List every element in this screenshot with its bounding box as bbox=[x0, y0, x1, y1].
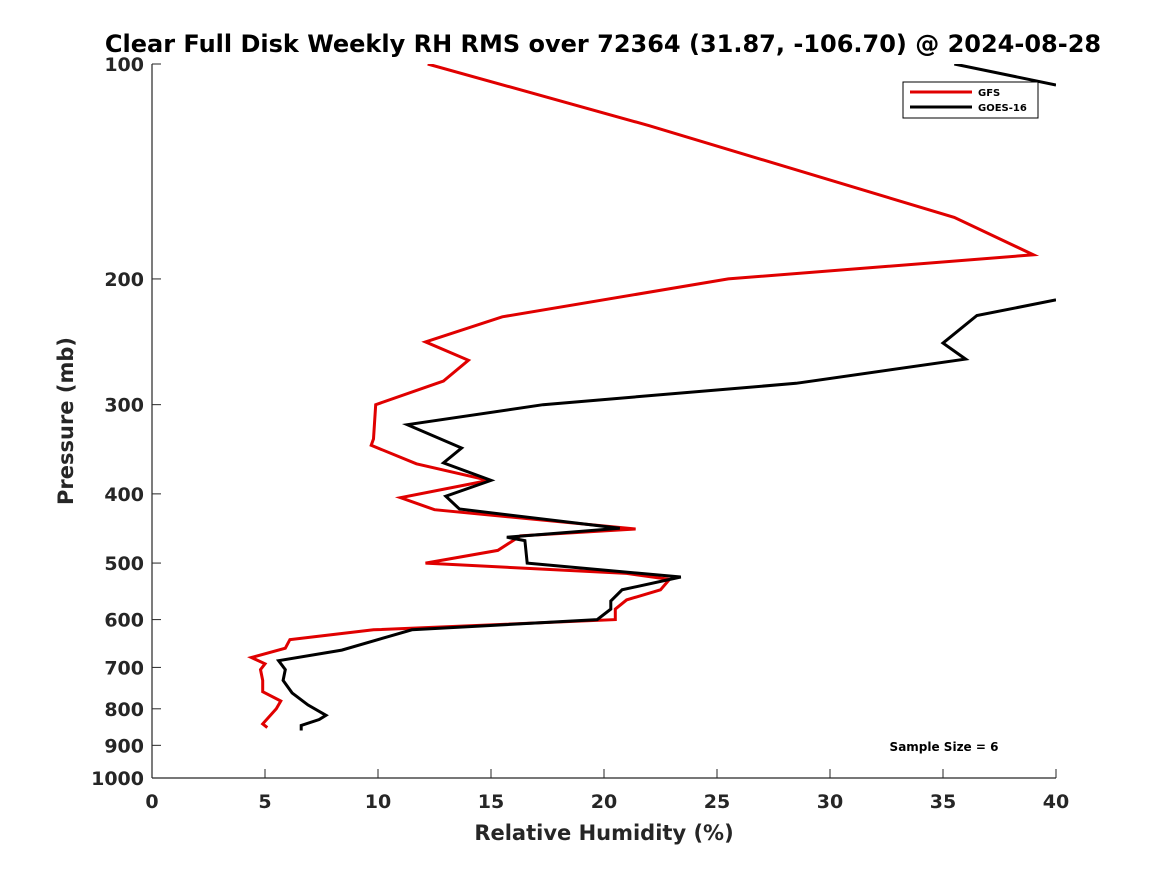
x-tick-label: 35 bbox=[930, 791, 956, 813]
x-tick-label: 15 bbox=[478, 791, 504, 813]
x-tick-label: 0 bbox=[145, 791, 158, 813]
plot-area bbox=[151, 64, 1056, 779]
legend-box bbox=[902, 81, 1039, 119]
x-tick-label: 5 bbox=[258, 791, 271, 813]
x-tick-label: 40 bbox=[1043, 791, 1069, 813]
series-line-goes-16 bbox=[275, 64, 1056, 731]
x-axis-label: Relative Humidity (%) bbox=[474, 821, 733, 845]
y-tick-label: 900 bbox=[104, 735, 144, 757]
x-tick-label: 30 bbox=[817, 791, 843, 813]
x-tick-label: 25 bbox=[704, 791, 730, 813]
x-tick-label: 20 bbox=[591, 791, 617, 813]
y-tick-label: 200 bbox=[104, 269, 144, 291]
legend-entry-gfs: GFS bbox=[978, 88, 1000, 99]
y-tick-label: 800 bbox=[104, 699, 144, 721]
series-line-gfs bbox=[247, 64, 1040, 729]
y-tick-label: 600 bbox=[104, 610, 144, 632]
series-layer bbox=[247, 64, 1056, 731]
y-tick-label: 300 bbox=[104, 395, 144, 417]
y-axis-label: Pressure (mb) bbox=[54, 337, 78, 505]
y-axis: 100 200 300 400 500 600 700 800 900 1000 bbox=[91, 54, 161, 790]
y-tick-label: 500 bbox=[104, 553, 144, 575]
y-tick-label: 400 bbox=[104, 484, 144, 506]
chart-title: Clear Full Disk Weekly RH RMS over 72364… bbox=[105, 30, 1101, 58]
y-tick-label: 700 bbox=[104, 657, 144, 679]
x-axis: 0 5 10 15 20 25 30 35 40 bbox=[145, 769, 1069, 813]
y-tick-label: 1000 bbox=[91, 768, 144, 790]
sample-size-annotation: Sample Size = 6 bbox=[890, 740, 999, 754]
x-tick-label: 10 bbox=[365, 791, 391, 813]
y-tick-label: 100 bbox=[104, 54, 144, 76]
legend: GFS GOES-16 bbox=[902, 81, 1039, 119]
legend-entry-goes-16: GOES-16 bbox=[978, 103, 1027, 114]
